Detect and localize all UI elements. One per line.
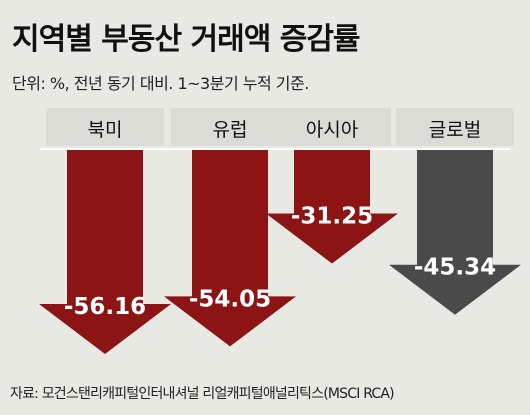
arrow-bar: [39, 150, 171, 355]
arrow-bar: [389, 150, 521, 315]
category-band: [171, 108, 289, 146]
category-label: 글로벌: [429, 119, 481, 141]
arrow-bar: [164, 150, 296, 347]
chart-subtitle: 단위: %, 전년 동기 대비. 1~3분기 누적 기준.: [12, 74, 309, 93]
chart-title: 지역별 부동산 거래액 증감률: [12, 22, 361, 57]
category-band: [396, 108, 514, 146]
category-band: [273, 108, 391, 146]
category-label: 북미: [88, 119, 123, 141]
category-band: [46, 108, 164, 146]
value-label: -54.05: [189, 286, 271, 312]
category-label: 유럽: [213, 119, 248, 141]
value-label: -56.16: [64, 294, 146, 320]
value-label: -31.25: [291, 204, 373, 230]
source-note: 자료: 모건스탠리캐피털인터내셔널 리얼캐피털애널리틱스(MSCI RCA): [10, 386, 395, 402]
value-label: -45.34: [414, 255, 496, 281]
arrow-bar: [266, 150, 398, 264]
category-label: 아시아: [306, 119, 358, 141]
